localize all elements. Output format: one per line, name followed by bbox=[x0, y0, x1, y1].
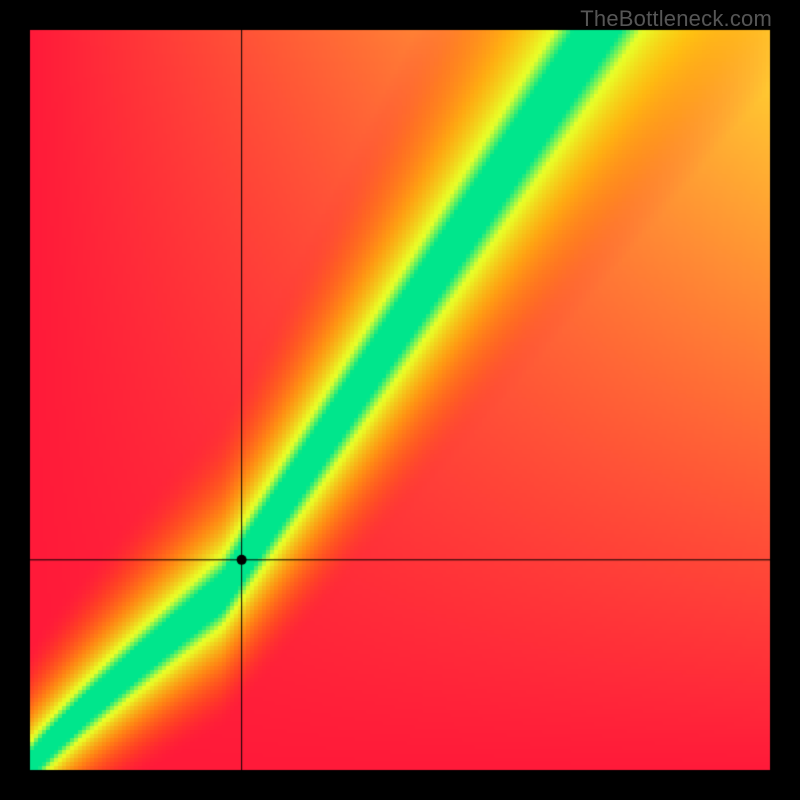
heatmap-canvas bbox=[0, 0, 800, 800]
chart-container: { "watermark": { "text": "TheBottleneck.… bbox=[0, 0, 800, 800]
watermark-text: TheBottleneck.com bbox=[580, 6, 772, 32]
